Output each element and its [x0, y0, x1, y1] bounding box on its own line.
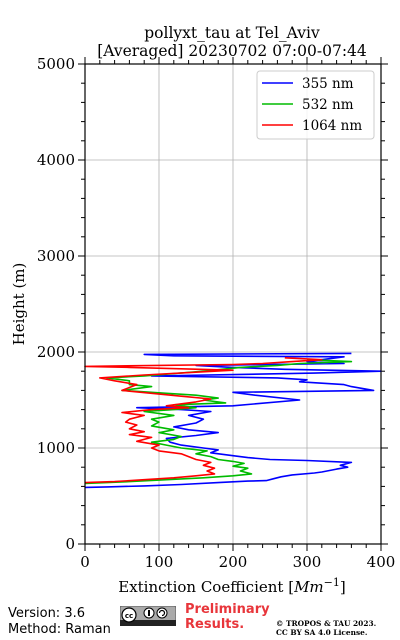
- method-text: Method: Raman: [8, 622, 111, 637]
- y-tick-label: 5000: [37, 55, 75, 73]
- plot-area: [85, 64, 381, 544]
- y-axis-label: Height (m): [10, 263, 28, 346]
- chart-title-line-2: [Averaged] 20230702 07:00-07:44: [97, 42, 367, 60]
- cc-license-icon: cc: [119, 605, 177, 627]
- x-tick-label: 300: [293, 553, 322, 571]
- version-text: Version: 3.6: [8, 606, 85, 621]
- series-line-532-nm: [84, 358, 353, 485]
- plot-frame: [84, 63, 382, 545]
- x-tick-label: 400: [367, 553, 396, 571]
- copyright-line-1: © TROPOS & TAU 2023.: [276, 619, 377, 628]
- chart-title-line-1: pollyxt_tau at Tel_Aviv: [144, 24, 320, 42]
- y-axis: 0 1000 2000 3000 4000 5000: [37, 55, 388, 553]
- x-axis-label: Extinction Coefficient [Mm−1]: [118, 576, 345, 596]
- x-tick-label: 200: [219, 553, 248, 571]
- x-tick-label: 100: [145, 553, 174, 571]
- preliminary-notice: Preliminary Results.: [185, 602, 270, 632]
- chart-title: pollyxt_tau at Tel_Aviv[Averaged] 202307…: [97, 24, 367, 60]
- y-tick-label: 2000: [37, 343, 75, 361]
- svg-text:cc: cc: [125, 612, 133, 620]
- data-series: [84, 63, 382, 545]
- y-tick-label: 4000: [37, 151, 75, 169]
- legend: 355 nm 532 nm 1064 nm: [256, 70, 375, 140]
- y-tick-label: 1000: [37, 439, 75, 457]
- preliminary-line-1: Preliminary: [185, 602, 270, 617]
- footer-info: Version: 3.6 Method: Raman: [8, 606, 111, 638]
- y-tick-label: 0: [65, 535, 75, 553]
- y-tick-label: 3000: [37, 247, 75, 265]
- legend-label: 355 nm: [302, 76, 354, 92]
- x-axis: 0 100 200 300 400: [80, 57, 395, 571]
- legend-label: 532 nm: [302, 97, 354, 113]
- series-line-355-nm: [84, 352, 382, 489]
- series-line-1064-nm: [84, 357, 323, 484]
- legend-label: 1064 nm: [302, 118, 362, 134]
- copyright-notice: © TROPOS & TAU 2023. CC BY SA 4.0 Licens…: [276, 619, 376, 637]
- preliminary-line-2: Results.: [185, 617, 245, 632]
- legend-box: [256, 70, 375, 140]
- x-tick-label: 0: [80, 553, 90, 571]
- copyright-line-2: CC BY SA 4.0 License.: [276, 628, 368, 637]
